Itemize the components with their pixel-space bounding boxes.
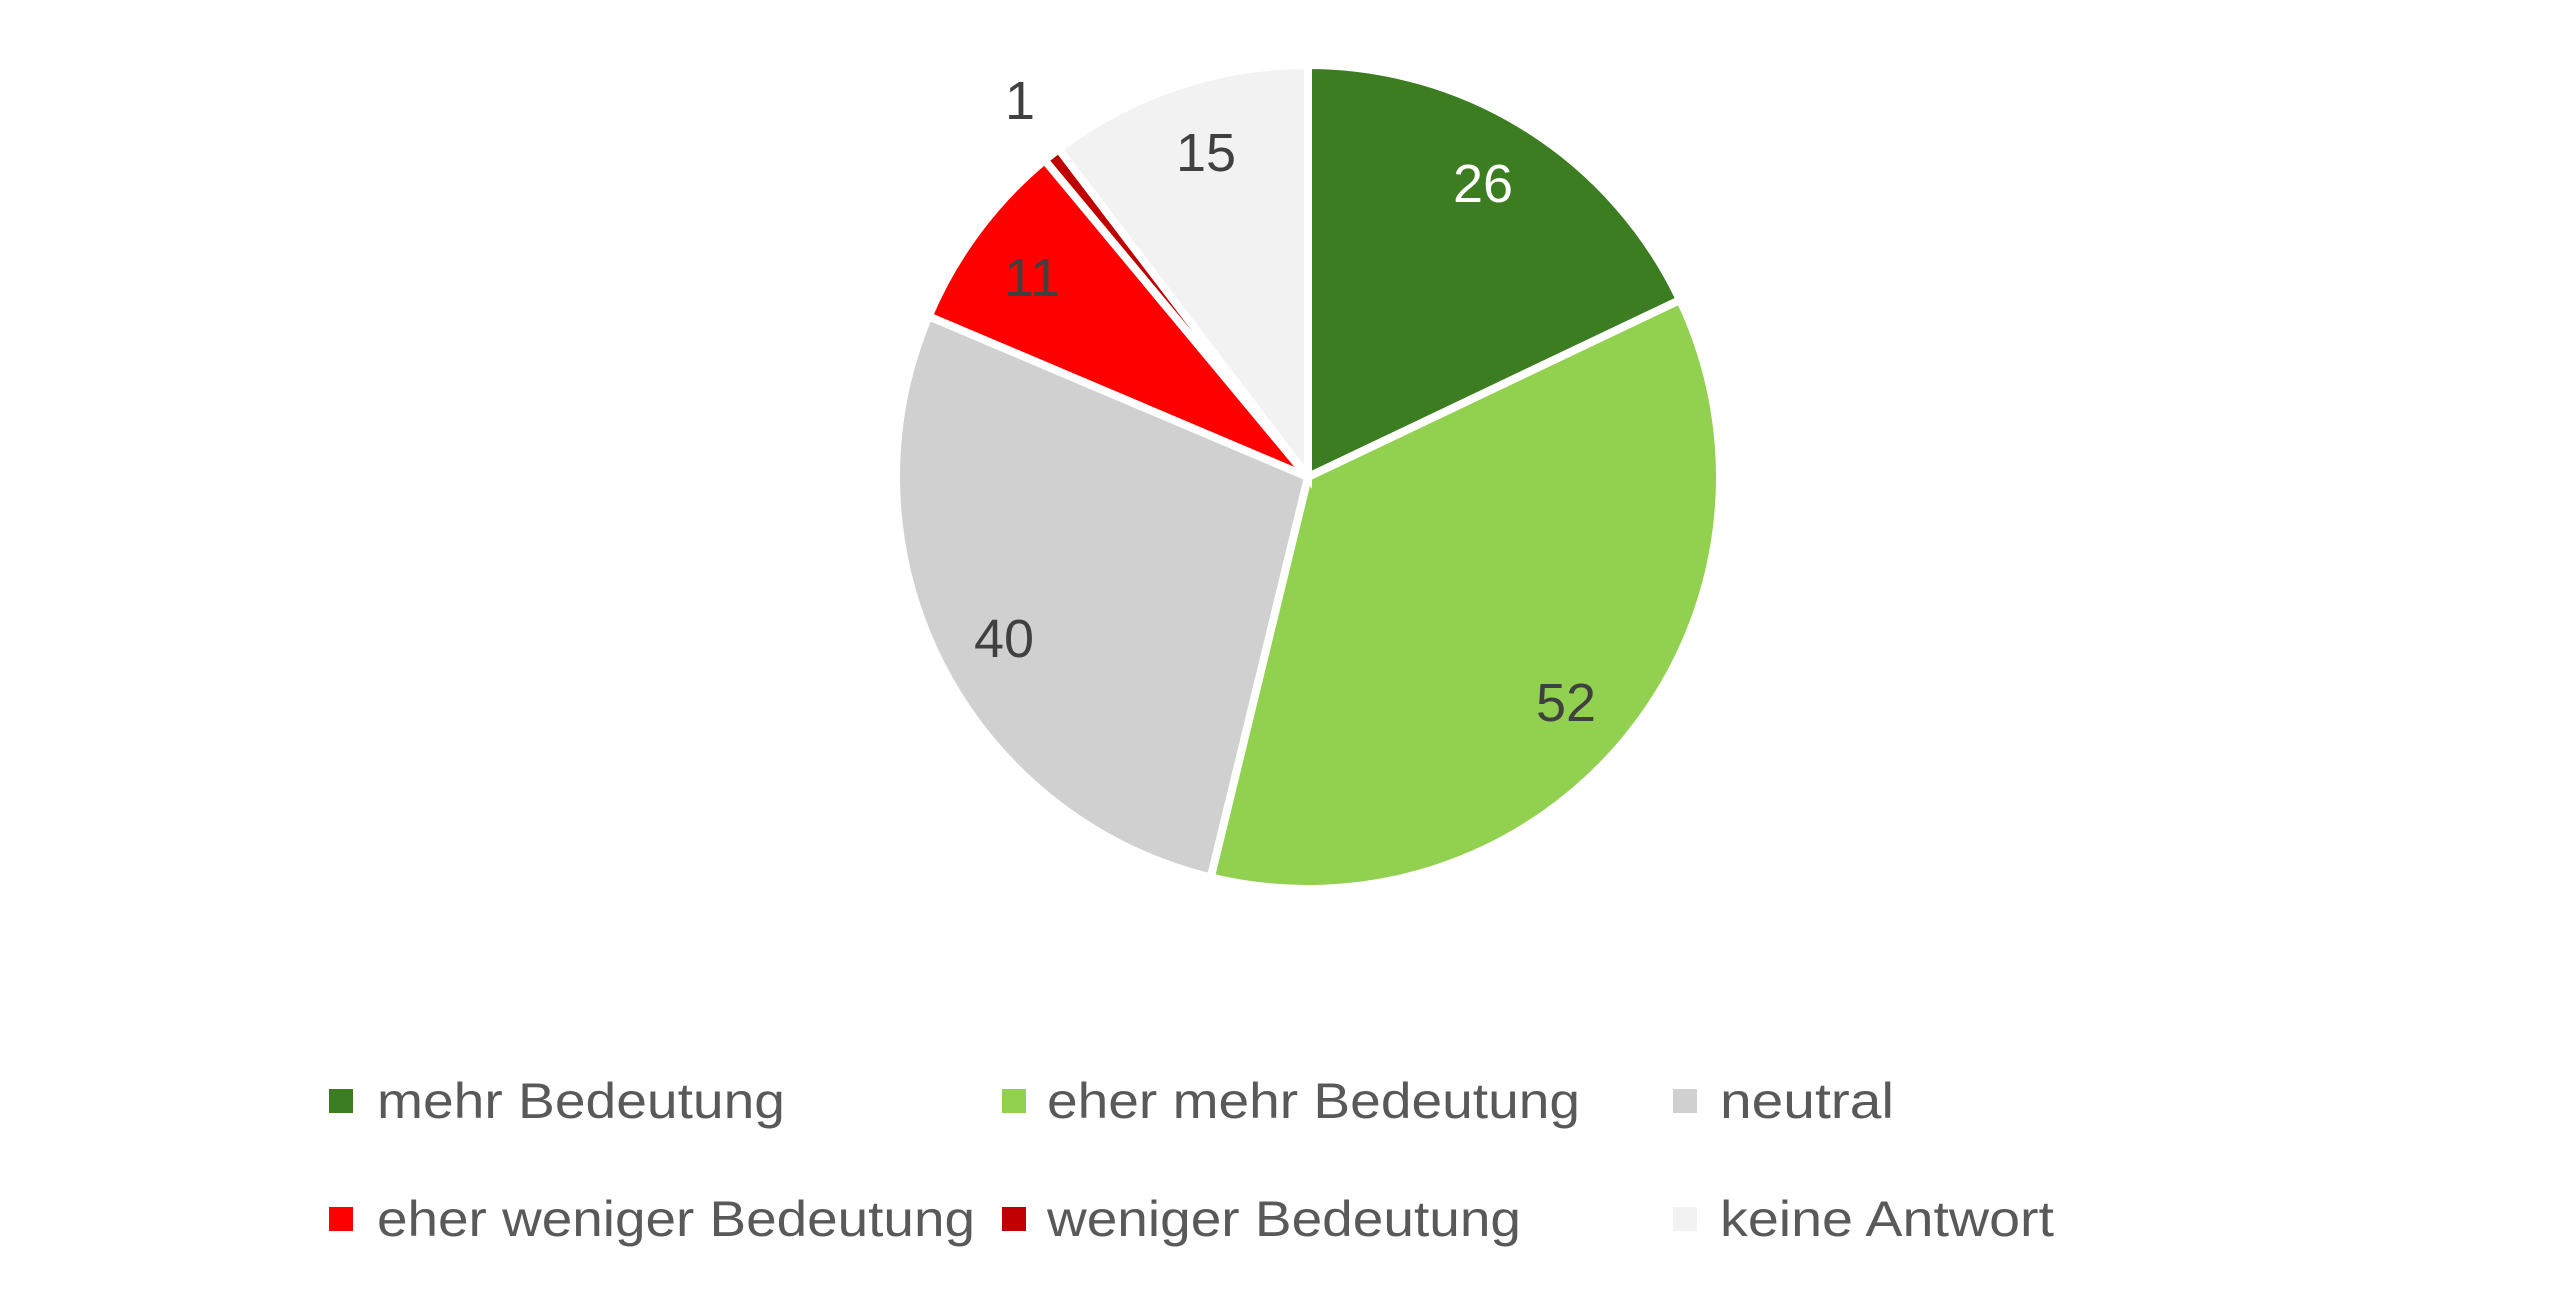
legend-swatch	[329, 1207, 353, 1231]
legend-item-mehr-bedeutung[interactable]: mehr Bedeutung	[329, 1073, 785, 1129]
data-label-neutral: 40	[974, 609, 1034, 669]
pie-slice-eher-mehr-bedeutung[interactable]	[1205, 294, 1724, 893]
legend-item-neutral[interactable]: neutral	[1673, 1073, 1894, 1129]
data-label-keine-antwort: 15	[1176, 123, 1236, 183]
legend-item-eher-weniger-bedeutung[interactable]: eher weniger Bedeutung	[329, 1191, 975, 1247]
legend-label: eher mehr Bedeutung	[1047, 1073, 1580, 1129]
pie-slice-neutral[interactable]	[892, 311, 1313, 883]
legend-item-keine-antwort[interactable]: keine Antwort	[1673, 1191, 2054, 1247]
legend-swatch	[329, 1089, 353, 1113]
legend-label: weniger Bedeutung	[1046, 1191, 1521, 1247]
legend-item-weniger-bedeutung[interactable]: weniger Bedeutung	[1002, 1191, 1521, 1247]
legend-label: eher weniger Bedeutung	[377, 1191, 975, 1247]
data-label-weniger-bedeutung: 1	[1005, 71, 1035, 131]
pie-slice-keine-antwort[interactable]	[1053, 60, 1312, 489]
pie-slice-mehr-bedeutung[interactable]	[1304, 60, 1686, 484]
legend-swatch	[1673, 1207, 1697, 1231]
legend-item-eher-mehr-bedeutung[interactable]: eher mehr Bedeutung	[1002, 1073, 1580, 1129]
legend-label: neutral	[1720, 1073, 1894, 1129]
legend-label: keine Antwort	[1720, 1191, 2054, 1247]
data-label-mehr-bedeutung: 26	[1453, 154, 1513, 214]
legend-swatch	[1673, 1089, 1697, 1113]
pie-slices	[892, 60, 1724, 893]
legend: mehr Bedeutung eher mehr Bedeutung neutral…	[329, 1073, 2054, 1247]
data-label-eher-mehr-bedeutung: 52	[1536, 673, 1596, 733]
pie-slice-eher-weniger-bedeutung[interactable]	[923, 154, 1312, 481]
legend-swatch	[1002, 1089, 1026, 1113]
legend-swatch	[1002, 1207, 1026, 1231]
legend-label: mehr Bedeutung	[377, 1073, 785, 1129]
data-label-eher-weniger-bedeutung: 11	[1004, 248, 1060, 308]
